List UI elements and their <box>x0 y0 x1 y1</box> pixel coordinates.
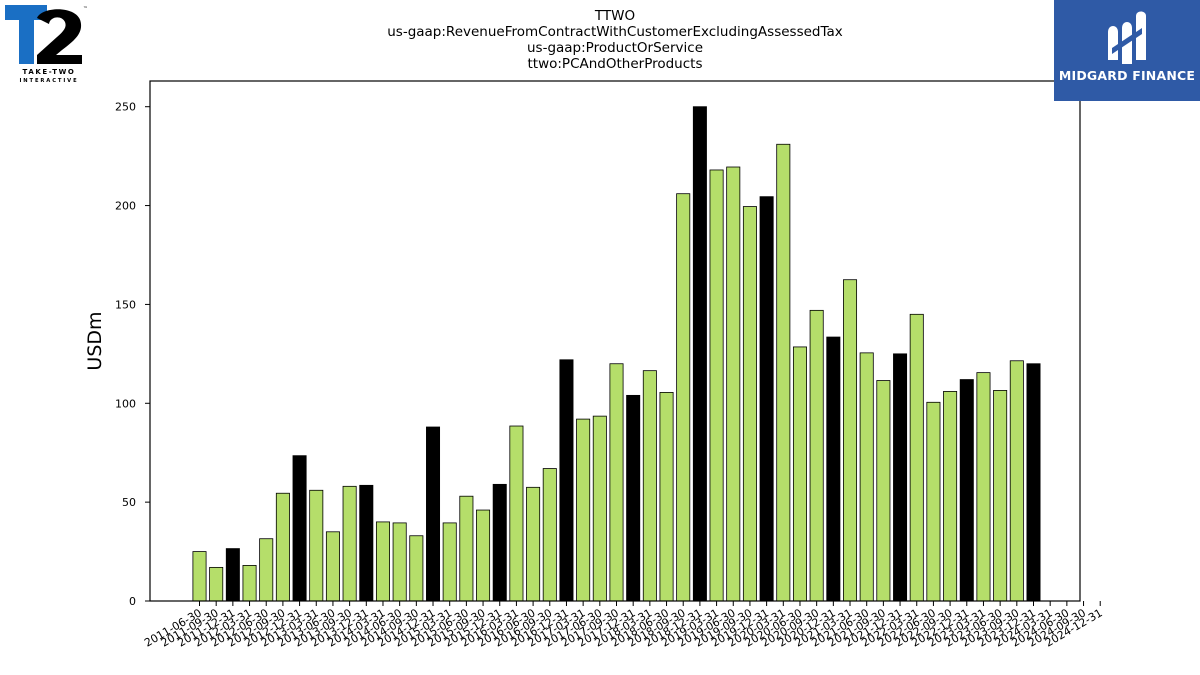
bar-2016-03-31 <box>509 425 524 602</box>
bar-2022-03-31 <box>909 313 924 602</box>
bar-2012-09-30 <box>275 492 290 602</box>
bar-2020-09-30 <box>809 309 824 602</box>
bar-2013-03-31 <box>309 489 324 602</box>
bar-2017-06-30 <box>592 415 607 602</box>
bar-2012-06-30 <box>259 538 274 602</box>
bar-2015-12-31 <box>492 483 507 602</box>
bar-2015-03-31 <box>442 522 457 602</box>
y-tick-label: 0 <box>129 595 136 608</box>
bar-2016-12-31 <box>559 359 574 602</box>
midgard-wordmark: MIDGARD FINANCE <box>1058 68 1196 83</box>
bar-2018-09-30 <box>676 193 691 602</box>
bar-2021-09-30 <box>876 380 891 602</box>
bar-2017-03-31 <box>576 418 591 602</box>
take-two-logo: ™ TAKE-TWO INTERACTIVE <box>5 5 88 84</box>
bar-2021-03-31 <box>843 279 858 602</box>
bar-2012-12-31 <box>292 455 307 602</box>
bars-group <box>192 106 1041 602</box>
bar-2019-06-30 <box>726 166 741 602</box>
bar-2021-06-30 <box>859 352 874 602</box>
bar-2015-06-30 <box>459 495 474 602</box>
bar-2023-06-30 <box>993 390 1008 602</box>
y-axis-label: USDm <box>84 311 106 370</box>
bar-2011-06-30 <box>192 551 207 602</box>
y-tick-label: 50 <box>122 496 136 509</box>
bar-2014-03-31 <box>375 521 390 602</box>
bar-2018-12-31 <box>692 106 707 602</box>
y-tick-label: 150 <box>115 298 136 311</box>
bar-2016-09-30 <box>542 468 557 602</box>
chart-subtitle-concept: us-gaap:RevenueFromContractWithCustomerE… <box>387 24 843 40</box>
y-axis-ticks: 0 50 100 150 200 250 <box>115 101 150 608</box>
bar-2023-09-30 <box>1009 360 1024 602</box>
t2-tagline-top: TAKE-TWO <box>23 68 76 76</box>
x-axis-ticks: 2011-06-302011-09-302011-12-312012-03-31… <box>142 601 1105 650</box>
bar-2023-12-31 <box>1026 363 1041 602</box>
bar-2022-06-30 <box>926 401 941 602</box>
bar-2014-06-30 <box>392 522 407 602</box>
y-tick-label: 250 <box>115 101 136 114</box>
bar-2017-09-30 <box>609 363 624 602</box>
y-tick-label: 200 <box>115 200 136 213</box>
bar-2013-09-30 <box>342 485 357 602</box>
bar-2019-03-31 <box>709 169 724 602</box>
bar-2015-09-30 <box>476 509 491 602</box>
bar-2022-09-30 <box>943 391 958 602</box>
midgard-mark-icon <box>1108 11 1146 64</box>
plot-frame <box>149 80 1081 602</box>
t2-letter-t <box>5 5 47 64</box>
bar-2019-09-30 <box>742 206 757 602</box>
bar-2020-12-31 <box>826 336 841 602</box>
bar-2019-12-31 <box>759 196 774 602</box>
bar-2013-06-30 <box>325 531 340 602</box>
chart-title: TTWO <box>594 8 635 24</box>
bar-2012-03-31 <box>242 565 257 602</box>
bar-2013-12-31 <box>359 484 374 602</box>
t2-trademark: ™ <box>83 6 88 12</box>
bar-2018-03-31 <box>642 370 657 602</box>
bar-2017-12-31 <box>626 394 641 602</box>
bar-2021-12-31 <box>893 353 908 602</box>
t2-digit-2 <box>37 9 82 64</box>
bar-2020-03-31 <box>776 143 791 602</box>
chart-subtitle-member: ttwo:PCAndOtherProducts <box>528 56 703 72</box>
bar-2020-06-30 <box>792 346 807 602</box>
t2-tagline-bottom: INTERACTIVE <box>19 78 78 84</box>
y-tick-label: 100 <box>115 397 136 410</box>
bar-2011-09-30 <box>209 566 224 602</box>
bar-2022-12-31 <box>959 379 974 602</box>
chart-subtitle-axis: us-gaap:ProductOrService <box>527 40 703 56</box>
bar-2014-09-30 <box>409 535 424 602</box>
bar-2014-12-31 <box>426 426 441 602</box>
bar-2018-06-30 <box>659 392 674 602</box>
midgard-finance-logo: MIDGARD FINANCE <box>1054 0 1200 101</box>
bar-2016-06-30 <box>526 486 541 602</box>
bar-2011-12-31 <box>225 548 240 602</box>
bar-2023-03-31 <box>976 372 991 602</box>
